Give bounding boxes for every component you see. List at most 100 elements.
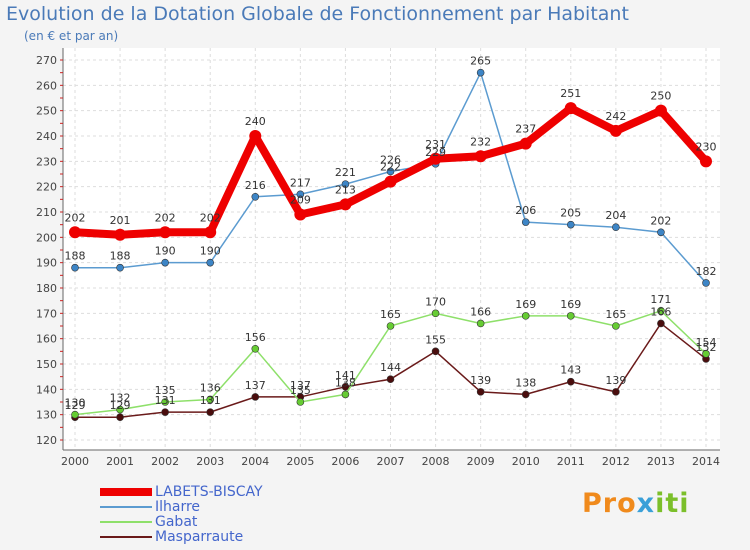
y-tick-label: 270 <box>36 54 57 67</box>
data-label: 138 <box>335 376 356 389</box>
y-tick-label: 210 <box>36 206 57 219</box>
data-label: 155 <box>425 333 446 346</box>
data-point <box>341 382 350 391</box>
data-label: 171 <box>650 293 671 306</box>
y-tick-label: 170 <box>36 307 57 320</box>
data-label: 226 <box>380 153 401 166</box>
x-tick-label: 2007 <box>377 455 405 468</box>
data-label: 135 <box>290 384 311 397</box>
data-point <box>116 263 124 272</box>
data-point <box>249 130 262 142</box>
legend-label: LABETS-BISCAY <box>155 484 263 500</box>
data-label: 170 <box>425 295 446 308</box>
data-label: 202 <box>65 211 86 224</box>
data-point <box>429 152 442 165</box>
data-label: 209 <box>290 194 311 207</box>
data-point <box>476 319 485 328</box>
data-point <box>294 208 307 221</box>
data-point <box>702 279 710 287</box>
legend-swatch <box>100 536 152 538</box>
data-label: 137 <box>245 379 266 392</box>
y-tick-label: 240 <box>36 130 57 143</box>
data-point <box>251 393 260 401</box>
data-point <box>116 413 124 422</box>
data-point <box>702 350 710 358</box>
data-label: 216 <box>245 179 266 192</box>
x-tick-label: 2006 <box>331 455 359 468</box>
x-tick-label: 2012 <box>602 455 630 468</box>
legend-swatch <box>100 506 152 508</box>
x-tick-label: 2014 <box>692 455 720 468</box>
data-point <box>566 312 575 320</box>
data-label: 237 <box>515 123 536 136</box>
data-label: 166 <box>650 305 671 318</box>
legend-swatch <box>100 521 152 523</box>
data-point <box>612 388 620 396</box>
data-point <box>657 228 665 237</box>
data-point <box>612 223 620 231</box>
x-tick-label: 2011 <box>557 455 585 468</box>
data-label: 188 <box>65 250 86 263</box>
data-label: 202 <box>200 211 221 224</box>
data-point <box>386 167 395 176</box>
legend-swatch <box>100 488 152 496</box>
data-point <box>386 375 395 384</box>
data-label: 138 <box>515 376 536 389</box>
y-tick-label: 150 <box>36 358 57 371</box>
data-label: 129 <box>110 399 131 412</box>
data-point <box>612 322 620 330</box>
data-label: 169 <box>515 298 536 311</box>
data-point <box>71 263 79 272</box>
data-point <box>564 102 577 115</box>
data-point <box>609 124 622 137</box>
x-tick-label: 2005 <box>286 455 314 468</box>
data-label: 213 <box>335 183 356 196</box>
data-point <box>521 312 530 320</box>
data-label: 182 <box>696 265 717 278</box>
data-point <box>657 306 665 315</box>
data-point <box>161 408 169 416</box>
data-label: 166 <box>470 305 491 318</box>
y-tick-label: 120 <box>36 434 57 447</box>
data-label: 136 <box>200 381 221 394</box>
data-label: 206 <box>515 204 536 217</box>
data-label: 130 <box>65 397 86 410</box>
data-label: 222 <box>380 161 401 174</box>
data-label: 135 <box>155 384 176 397</box>
data-label: 250 <box>650 90 671 103</box>
data-point <box>339 198 352 211</box>
data-point <box>386 322 395 330</box>
x-tick-label: 2010 <box>512 455 540 468</box>
data-point <box>114 228 127 241</box>
chart-subtitle: (en € et par an) <box>24 29 119 43</box>
proxiti-logo: Proxiti <box>582 488 690 519</box>
legend-label: Gabat <box>155 514 198 530</box>
data-label: 169 <box>560 298 581 311</box>
data-point <box>161 398 169 406</box>
y-tick-label: 130 <box>36 409 57 422</box>
data-point <box>566 220 575 229</box>
x-tick-label: 2000 <box>61 455 89 468</box>
data-label: 229 <box>425 146 446 159</box>
data-label: 217 <box>290 176 311 189</box>
data-point <box>206 408 215 416</box>
y-tick-label: 160 <box>36 333 57 346</box>
data-point <box>69 226 81 239</box>
data-label: 143 <box>560 364 581 377</box>
data-point <box>161 258 169 267</box>
data-label: 232 <box>470 135 491 148</box>
data-point <box>431 309 440 318</box>
data-label: 202 <box>155 211 176 224</box>
x-tick-label: 2008 <box>422 455 450 468</box>
data-point <box>476 388 485 396</box>
y-tick-label: 180 <box>36 282 57 295</box>
data-point <box>206 395 215 404</box>
data-label: 240 <box>245 115 266 128</box>
data-point <box>341 390 350 399</box>
y-tick-label: 140 <box>36 383 57 396</box>
data-point <box>476 68 485 77</box>
data-point <box>700 155 712 168</box>
y-tick-label: 190 <box>36 257 57 270</box>
data-point <box>206 258 215 267</box>
data-point <box>159 226 172 239</box>
